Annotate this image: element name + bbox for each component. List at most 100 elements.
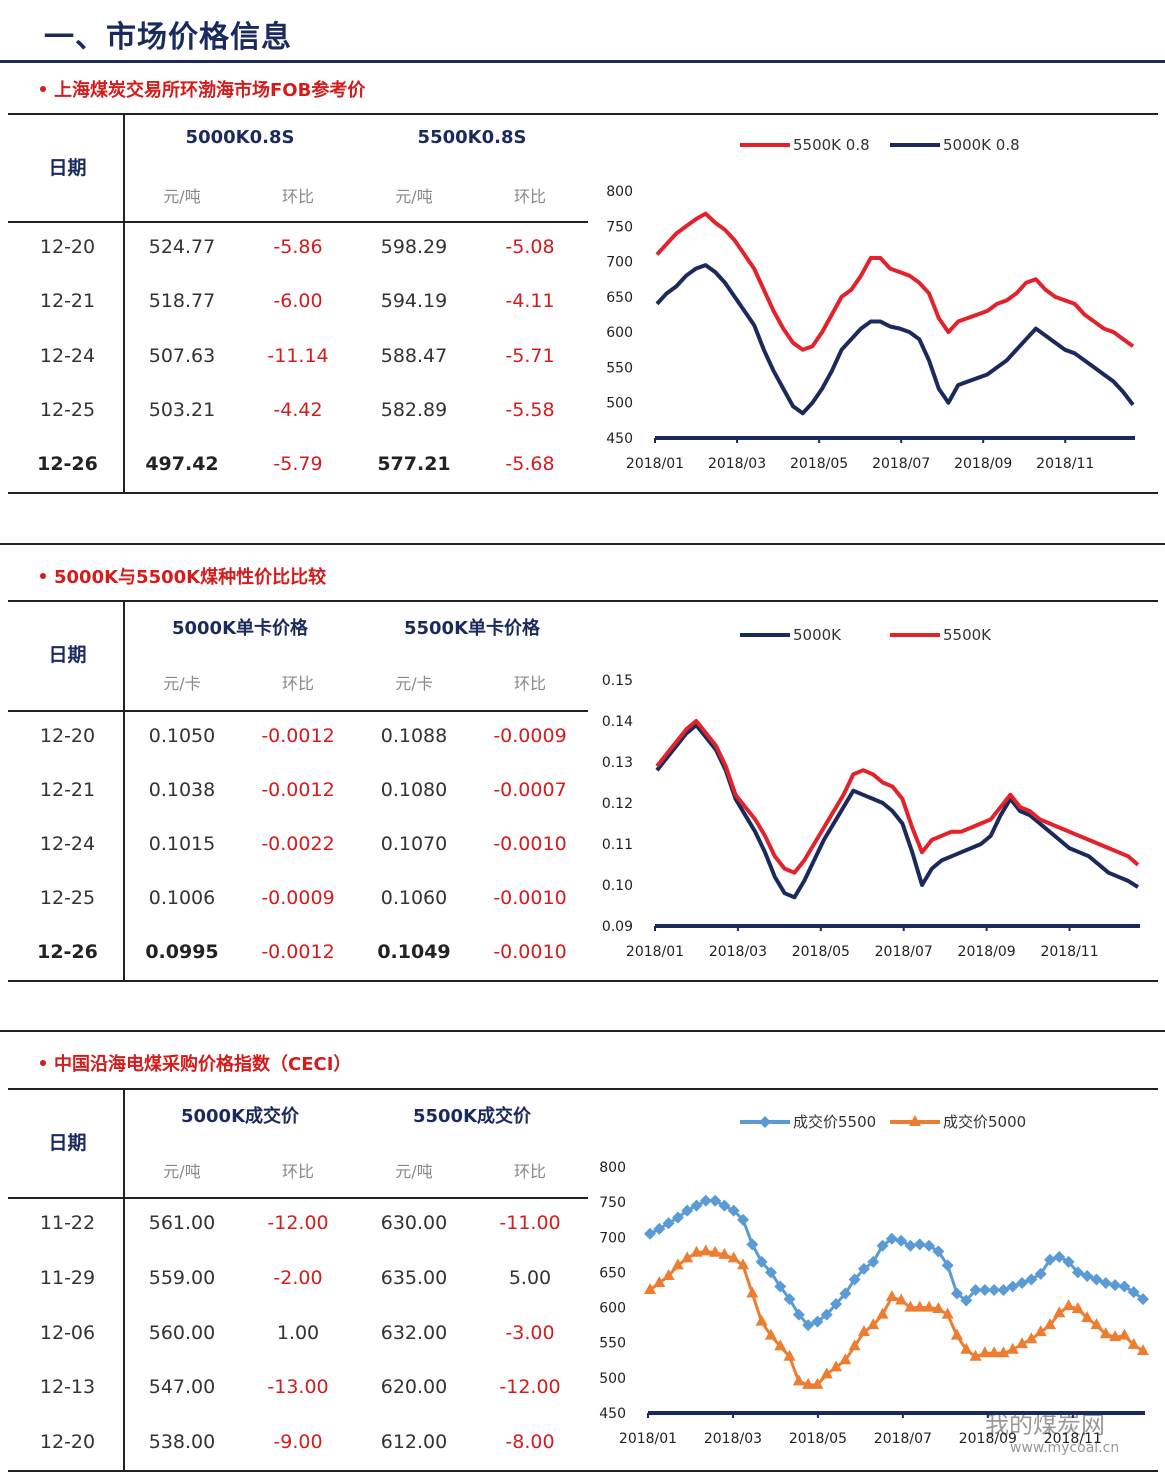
legend-label: 5500K 0.8 xyxy=(793,136,870,154)
data-point-marker xyxy=(1025,1273,1038,1286)
data-point-marker xyxy=(885,1290,898,1302)
legend-label: 成交价5500 xyxy=(793,1113,876,1131)
data-point-marker xyxy=(1109,1279,1122,1292)
data-point-marker xyxy=(662,1268,675,1280)
change-value: -0.0022 xyxy=(261,833,335,855)
data-point-marker xyxy=(1071,1301,1084,1313)
data-point-marker xyxy=(950,1287,963,1300)
x-tick-label: 2018/11 xyxy=(1036,456,1094,472)
data-point-marker xyxy=(997,1346,1010,1358)
change-value: -5.58 xyxy=(505,398,555,421)
row-date: 12-26 xyxy=(37,452,98,475)
series-line xyxy=(655,719,1140,875)
data-point-marker xyxy=(839,1353,852,1365)
data-point-marker xyxy=(737,1258,750,1270)
y-tick-label: 750 xyxy=(606,219,633,235)
data-point-marker xyxy=(774,1280,787,1293)
data-point-marker xyxy=(1099,1276,1112,1289)
change-value: -13.00 xyxy=(267,1376,329,1399)
change-value: -5.68 xyxy=(505,452,555,475)
price-value: 497.42 xyxy=(145,452,219,475)
page-title: 一、市场价格信息 xyxy=(44,20,292,55)
y-tick-label: 450 xyxy=(599,1406,626,1422)
data-point-marker xyxy=(681,1251,694,1263)
y-tick-label: 500 xyxy=(606,396,633,412)
data-point-marker xyxy=(774,1339,787,1351)
data-point-marker xyxy=(1062,1255,1075,1268)
row-date: 12-24 xyxy=(39,344,96,367)
data-point-marker xyxy=(783,1293,796,1306)
data-point-marker xyxy=(653,1222,666,1235)
data-point-marker xyxy=(830,1298,843,1311)
change-value: -0.0010 xyxy=(493,941,567,963)
price-value: 588.47 xyxy=(380,344,448,367)
data-point-marker xyxy=(792,1374,805,1386)
section-title: 5000K与5500K煤种性价比比较 xyxy=(40,563,326,589)
data-point-marker xyxy=(1127,1286,1140,1299)
y-tick-label: 750 xyxy=(599,1195,626,1211)
data-point-marker xyxy=(811,1315,824,1328)
price-value: 630.00 xyxy=(380,1212,448,1235)
data-point-marker xyxy=(764,1266,777,1279)
data-point-marker xyxy=(876,1239,889,1252)
x-tick-label: 2018/01 xyxy=(626,456,684,472)
y-tick-label: 700 xyxy=(599,1230,626,1246)
column-subheader: 环比 xyxy=(513,674,546,693)
data-point-marker xyxy=(848,1339,861,1351)
data-point-marker xyxy=(1053,1250,1066,1263)
row-date: 11-22 xyxy=(39,1212,96,1235)
row-date: 12-24 xyxy=(39,833,96,855)
y-tick-label: 500 xyxy=(599,1371,626,1387)
change-value: -0.0010 xyxy=(493,887,567,909)
section-title-text: 5000K与5500K煤种性价比比较 xyxy=(54,567,327,588)
y-tick-label: 0.11 xyxy=(602,837,633,853)
data-point-marker xyxy=(1137,1344,1149,1356)
data-point-marker xyxy=(718,1247,731,1259)
column-subheader: 环比 xyxy=(281,187,314,206)
price-value: 632.00 xyxy=(380,1321,448,1344)
x-tick-label: 2018/03 xyxy=(704,1431,762,1447)
data-point-marker xyxy=(755,1255,768,1268)
section-head-border xyxy=(588,1088,1158,1090)
data-point-marker xyxy=(988,1346,1001,1358)
line-chart-1: 450 500 550 600 650 700 750 800 2018/01 2018/03 20… xyxy=(606,136,1135,472)
price-value: 635.00 xyxy=(380,1266,448,1289)
data-point-marker xyxy=(839,1287,852,1300)
data-point-marker xyxy=(755,1314,768,1326)
data-point-marker xyxy=(997,1284,1010,1296)
change-value: -0.0009 xyxy=(261,887,335,909)
date-header: 日期 xyxy=(48,644,87,666)
data-point-marker xyxy=(699,1244,712,1256)
price-value: 560.00 xyxy=(148,1321,216,1344)
price-value: 0.1070 xyxy=(380,833,448,855)
data-point-marker xyxy=(662,1217,675,1230)
data-point-marker xyxy=(904,1239,917,1252)
section-title: 上海煤炭交易所环渤海市场FOB参考价 xyxy=(40,76,365,102)
price-value: 0.1080 xyxy=(380,779,448,801)
data-point-marker xyxy=(1099,1327,1112,1339)
y-tick-label: 0.13 xyxy=(602,755,633,771)
y-tick-label: 600 xyxy=(599,1301,626,1317)
data-point-marker xyxy=(969,1349,982,1361)
y-tick-label: 0.10 xyxy=(602,878,633,894)
x-tick-label: 2018/03 xyxy=(708,456,766,472)
row-date: 12-06 xyxy=(39,1321,96,1344)
section-head-border xyxy=(588,113,1158,115)
data-point-marker xyxy=(857,1262,870,1275)
column-group-header: 5000K单卡价格 xyxy=(171,618,309,639)
y-tick-label: 650 xyxy=(599,1265,626,1281)
price-value: 0.1006 xyxy=(148,887,216,909)
y-tick-label: 0.09 xyxy=(602,919,633,935)
data-point-marker xyxy=(988,1284,1001,1296)
data-point-marker xyxy=(644,1227,656,1240)
data-point-marker xyxy=(1016,1337,1029,1349)
price-value: 0.1050 xyxy=(148,725,216,747)
price-value: 559.00 xyxy=(148,1266,216,1289)
data-point-marker xyxy=(1137,1293,1149,1306)
data-point-marker xyxy=(671,1211,684,1224)
section-title: 中国沿海电煤采购价格指数（CECI） xyxy=(40,1050,351,1076)
price-value: 598.29 xyxy=(380,236,448,259)
column-group-header: 5500K单卡价格 xyxy=(403,618,541,639)
x-tick-label: 2018/11 xyxy=(1044,1431,1102,1447)
column-subheader: 元/卡 xyxy=(395,674,433,693)
